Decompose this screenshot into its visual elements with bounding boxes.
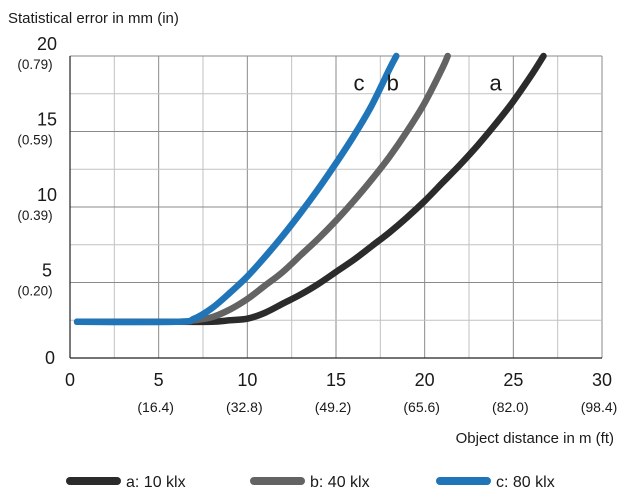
y-tick-labels: 0 5 (0.20) 10 (0.39) 15 (0.59) 20 (0.79) <box>17 34 57 368</box>
series-tags: a bc <box>354 71 503 96</box>
legend-label-a: a: 10 klx <box>126 474 186 491</box>
y-tick-sublabel: (0.79) <box>17 57 52 72</box>
series-lines <box>73 52 547 326</box>
series-tag-c: c <box>354 71 365 96</box>
series-tag-a: a <box>489 71 502 96</box>
y-tick-label: 0 <box>45 348 55 368</box>
series-line-c <box>73 52 400 326</box>
x-axis-title: Object distance in m (ft) <box>456 430 614 447</box>
y-axis-title: Statistical error in mm (in) <box>8 10 179 27</box>
x-tick-labels: 0 5 (16.4) 10 (32.8) 15 (49.2) 20 (65.6) 25 (82.0)… <box>65 370 617 415</box>
x-tick-label: 30 <box>592 370 612 390</box>
plot-frame <box>69 56 602 359</box>
y-tick-sublabel: (0.20) <box>17 284 52 299</box>
x-tick-sublabel: (82.0) <box>492 399 529 415</box>
x-tick-sublabel: (16.4) <box>137 399 174 415</box>
x-tick-sublabel: (49.2) <box>315 399 352 415</box>
x-tick-label: 10 <box>237 370 257 390</box>
x-tick-label: 15 <box>326 370 346 390</box>
legend-label-b: b: 40 klx <box>310 474 370 491</box>
y-tick-label: 10 <box>37 185 57 205</box>
x-tick-label: 0 <box>65 370 75 390</box>
y-tick-label: 20 <box>37 34 57 54</box>
y-tick-sublabel: (0.39) <box>17 208 52 223</box>
y-tick-sublabel: (0.59) <box>17 133 52 148</box>
x-tick-sublabel: (32.8) <box>226 399 263 415</box>
x-tick-sublabel: (65.6) <box>403 399 440 415</box>
x-tick-label: 25 <box>503 370 523 390</box>
grid <box>69 55 603 359</box>
series-line-a <box>73 52 547 326</box>
y-tick-label: 15 <box>37 110 57 130</box>
y-tick-label: 5 <box>42 261 52 281</box>
x-tick-label: 5 <box>154 370 164 390</box>
legend-label-c: c: 80 klx <box>496 474 555 491</box>
series-line-b <box>73 52 451 326</box>
x-tick-label: 20 <box>415 370 435 390</box>
x-tick-sublabel: (98.4) <box>581 399 618 415</box>
series-tag-b: b <box>387 71 399 96</box>
legend: a: 10 klx b: 40 klx c: 80 klx <box>66 474 555 491</box>
